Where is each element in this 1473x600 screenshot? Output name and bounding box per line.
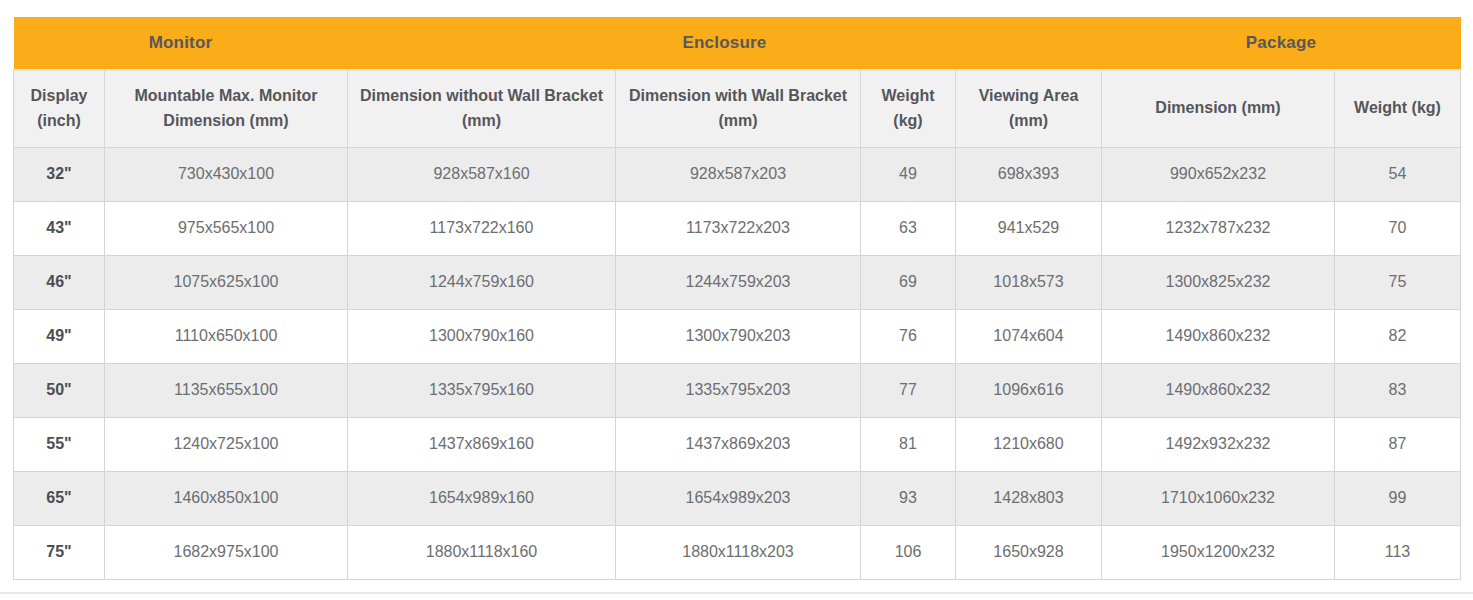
spec-value-cell: 1232x787x232	[1102, 201, 1335, 255]
column-header-1: Mountable Max. Monitor Dimension (mm)	[105, 70, 348, 147]
spec-table: MonitorEnclosurePackage Display (inch)Mo…	[13, 17, 1461, 580]
table-row: 65"1460x850x1001654x989x1601654x989x2039…	[14, 471, 1461, 525]
spec-value-cell: 1682x975x100	[105, 525, 348, 579]
column-header-3: Dimension with Wall Bracket (mm)	[616, 70, 861, 147]
table-row: 32"730x430x100928x587x160928x587x2034969…	[14, 147, 1461, 201]
column-header-0: Display (inch)	[14, 70, 105, 147]
spec-value-cell: 1240x725x100	[105, 417, 348, 471]
spec-value-cell: 83	[1335, 363, 1461, 417]
spec-value-cell: 76	[861, 309, 956, 363]
spec-value-cell: 1135x655x100	[105, 363, 348, 417]
display-size-cell: 50"	[14, 363, 105, 417]
spec-value-cell: 1173x722x160	[348, 201, 616, 255]
display-size-cell: 75"	[14, 525, 105, 579]
spec-value-cell: 1210x680	[956, 417, 1102, 471]
spec-value-cell: 928x587x160	[348, 147, 616, 201]
spec-value-cell: 1654x989x203	[616, 471, 861, 525]
spec-value-cell: 87	[1335, 417, 1461, 471]
group-header-monitor: Monitor	[14, 17, 348, 70]
spec-value-cell: 1096x616	[956, 363, 1102, 417]
display-size-cell: 32"	[14, 147, 105, 201]
column-header-6: Dimension (mm)	[1102, 70, 1335, 147]
spec-value-cell: 1300x790x160	[348, 309, 616, 363]
spec-value-cell: 54	[1335, 147, 1461, 201]
table-row: 55"1240x725x1001437x869x1601437x869x2038…	[14, 417, 1461, 471]
column-header-4: Weight (kg)	[861, 70, 956, 147]
column-header-2: Dimension without Wall Bracket (mm)	[348, 70, 616, 147]
spec-value-cell: 1074x604	[956, 309, 1102, 363]
spec-value-cell: 75	[1335, 255, 1461, 309]
spec-value-cell: 1173x722x203	[616, 201, 861, 255]
spec-value-cell: 1490x860x232	[1102, 309, 1335, 363]
spec-value-cell: 1428x803	[956, 471, 1102, 525]
table-row: 50"1135x655x1001335x795x1601335x795x2037…	[14, 363, 1461, 417]
spec-value-cell: 82	[1335, 309, 1461, 363]
group-header-row: MonitorEnclosurePackage	[14, 17, 1461, 70]
spec-value-cell: 81	[861, 417, 956, 471]
spec-value-cell: 63	[861, 201, 956, 255]
spec-value-cell: 1490x860x232	[1102, 363, 1335, 417]
spec-value-cell: 1244x759x203	[616, 255, 861, 309]
spec-value-cell: 93	[861, 471, 956, 525]
spec-value-cell: 928x587x203	[616, 147, 861, 201]
spec-value-cell: 1018x573	[956, 255, 1102, 309]
spec-value-cell: 941x529	[956, 201, 1102, 255]
column-header-row: Display (inch)Mountable Max. Monitor Dim…	[14, 70, 1461, 147]
display-size-cell: 49"	[14, 309, 105, 363]
group-header-enclosure: Enclosure	[348, 17, 1102, 70]
spec-table-body: 32"730x430x100928x587x160928x587x2034969…	[14, 147, 1461, 579]
group-header-package: Package	[1102, 17, 1461, 70]
spec-value-cell: 1110x650x100	[105, 309, 348, 363]
display-size-cell: 55"	[14, 417, 105, 471]
spec-value-cell: 77	[861, 363, 956, 417]
spec-value-cell: 1492x932x232	[1102, 417, 1335, 471]
page-bottom-divider	[0, 592, 1473, 594]
spec-value-cell: 1437x869x160	[348, 417, 616, 471]
spec-value-cell: 1300x825x232	[1102, 255, 1335, 309]
spec-value-cell: 1650x928	[956, 525, 1102, 579]
table-row: 75"1682x975x1001880x1118x1601880x1118x20…	[14, 525, 1461, 579]
spec-value-cell: 49	[861, 147, 956, 201]
spec-value-cell: 730x430x100	[105, 147, 348, 201]
spec-value-cell: 70	[1335, 201, 1461, 255]
page: MonitorEnclosurePackage Display (inch)Mo…	[0, 0, 1473, 600]
spec-value-cell: 1075x625x100	[105, 255, 348, 309]
display-size-cell: 65"	[14, 471, 105, 525]
spec-value-cell: 1880x1118x160	[348, 525, 616, 579]
column-header-5: Viewing Area (mm)	[956, 70, 1102, 147]
spec-table-container: MonitorEnclosurePackage Display (inch)Mo…	[13, 17, 1460, 580]
spec-value-cell: 106	[861, 525, 956, 579]
spec-value-cell: 698x393	[956, 147, 1102, 201]
spec-value-cell: 1244x759x160	[348, 255, 616, 309]
spec-value-cell: 1950x1200x232	[1102, 525, 1335, 579]
spec-value-cell: 113	[1335, 525, 1461, 579]
column-header-7: Weight (kg)	[1335, 70, 1461, 147]
spec-value-cell: 990x652x232	[1102, 147, 1335, 201]
display-size-cell: 46"	[14, 255, 105, 309]
spec-value-cell: 1460x850x100	[105, 471, 348, 525]
spec-value-cell: 1335x795x203	[616, 363, 861, 417]
spec-value-cell: 99	[1335, 471, 1461, 525]
display-size-cell: 43"	[14, 201, 105, 255]
table-row: 49"1110x650x1001300x790x1601300x790x2037…	[14, 309, 1461, 363]
table-row: 43"975x565x1001173x722x1601173x722x20363…	[14, 201, 1461, 255]
table-row: 46"1075x625x1001244x759x1601244x759x2036…	[14, 255, 1461, 309]
spec-value-cell: 1710x1060x232	[1102, 471, 1335, 525]
spec-value-cell: 1300x790x203	[616, 309, 861, 363]
spec-value-cell: 69	[861, 255, 956, 309]
spec-value-cell: 975x565x100	[105, 201, 348, 255]
spec-value-cell: 1880x1118x203	[616, 525, 861, 579]
spec-value-cell: 1437x869x203	[616, 417, 861, 471]
spec-value-cell: 1654x989x160	[348, 471, 616, 525]
spec-value-cell: 1335x795x160	[348, 363, 616, 417]
